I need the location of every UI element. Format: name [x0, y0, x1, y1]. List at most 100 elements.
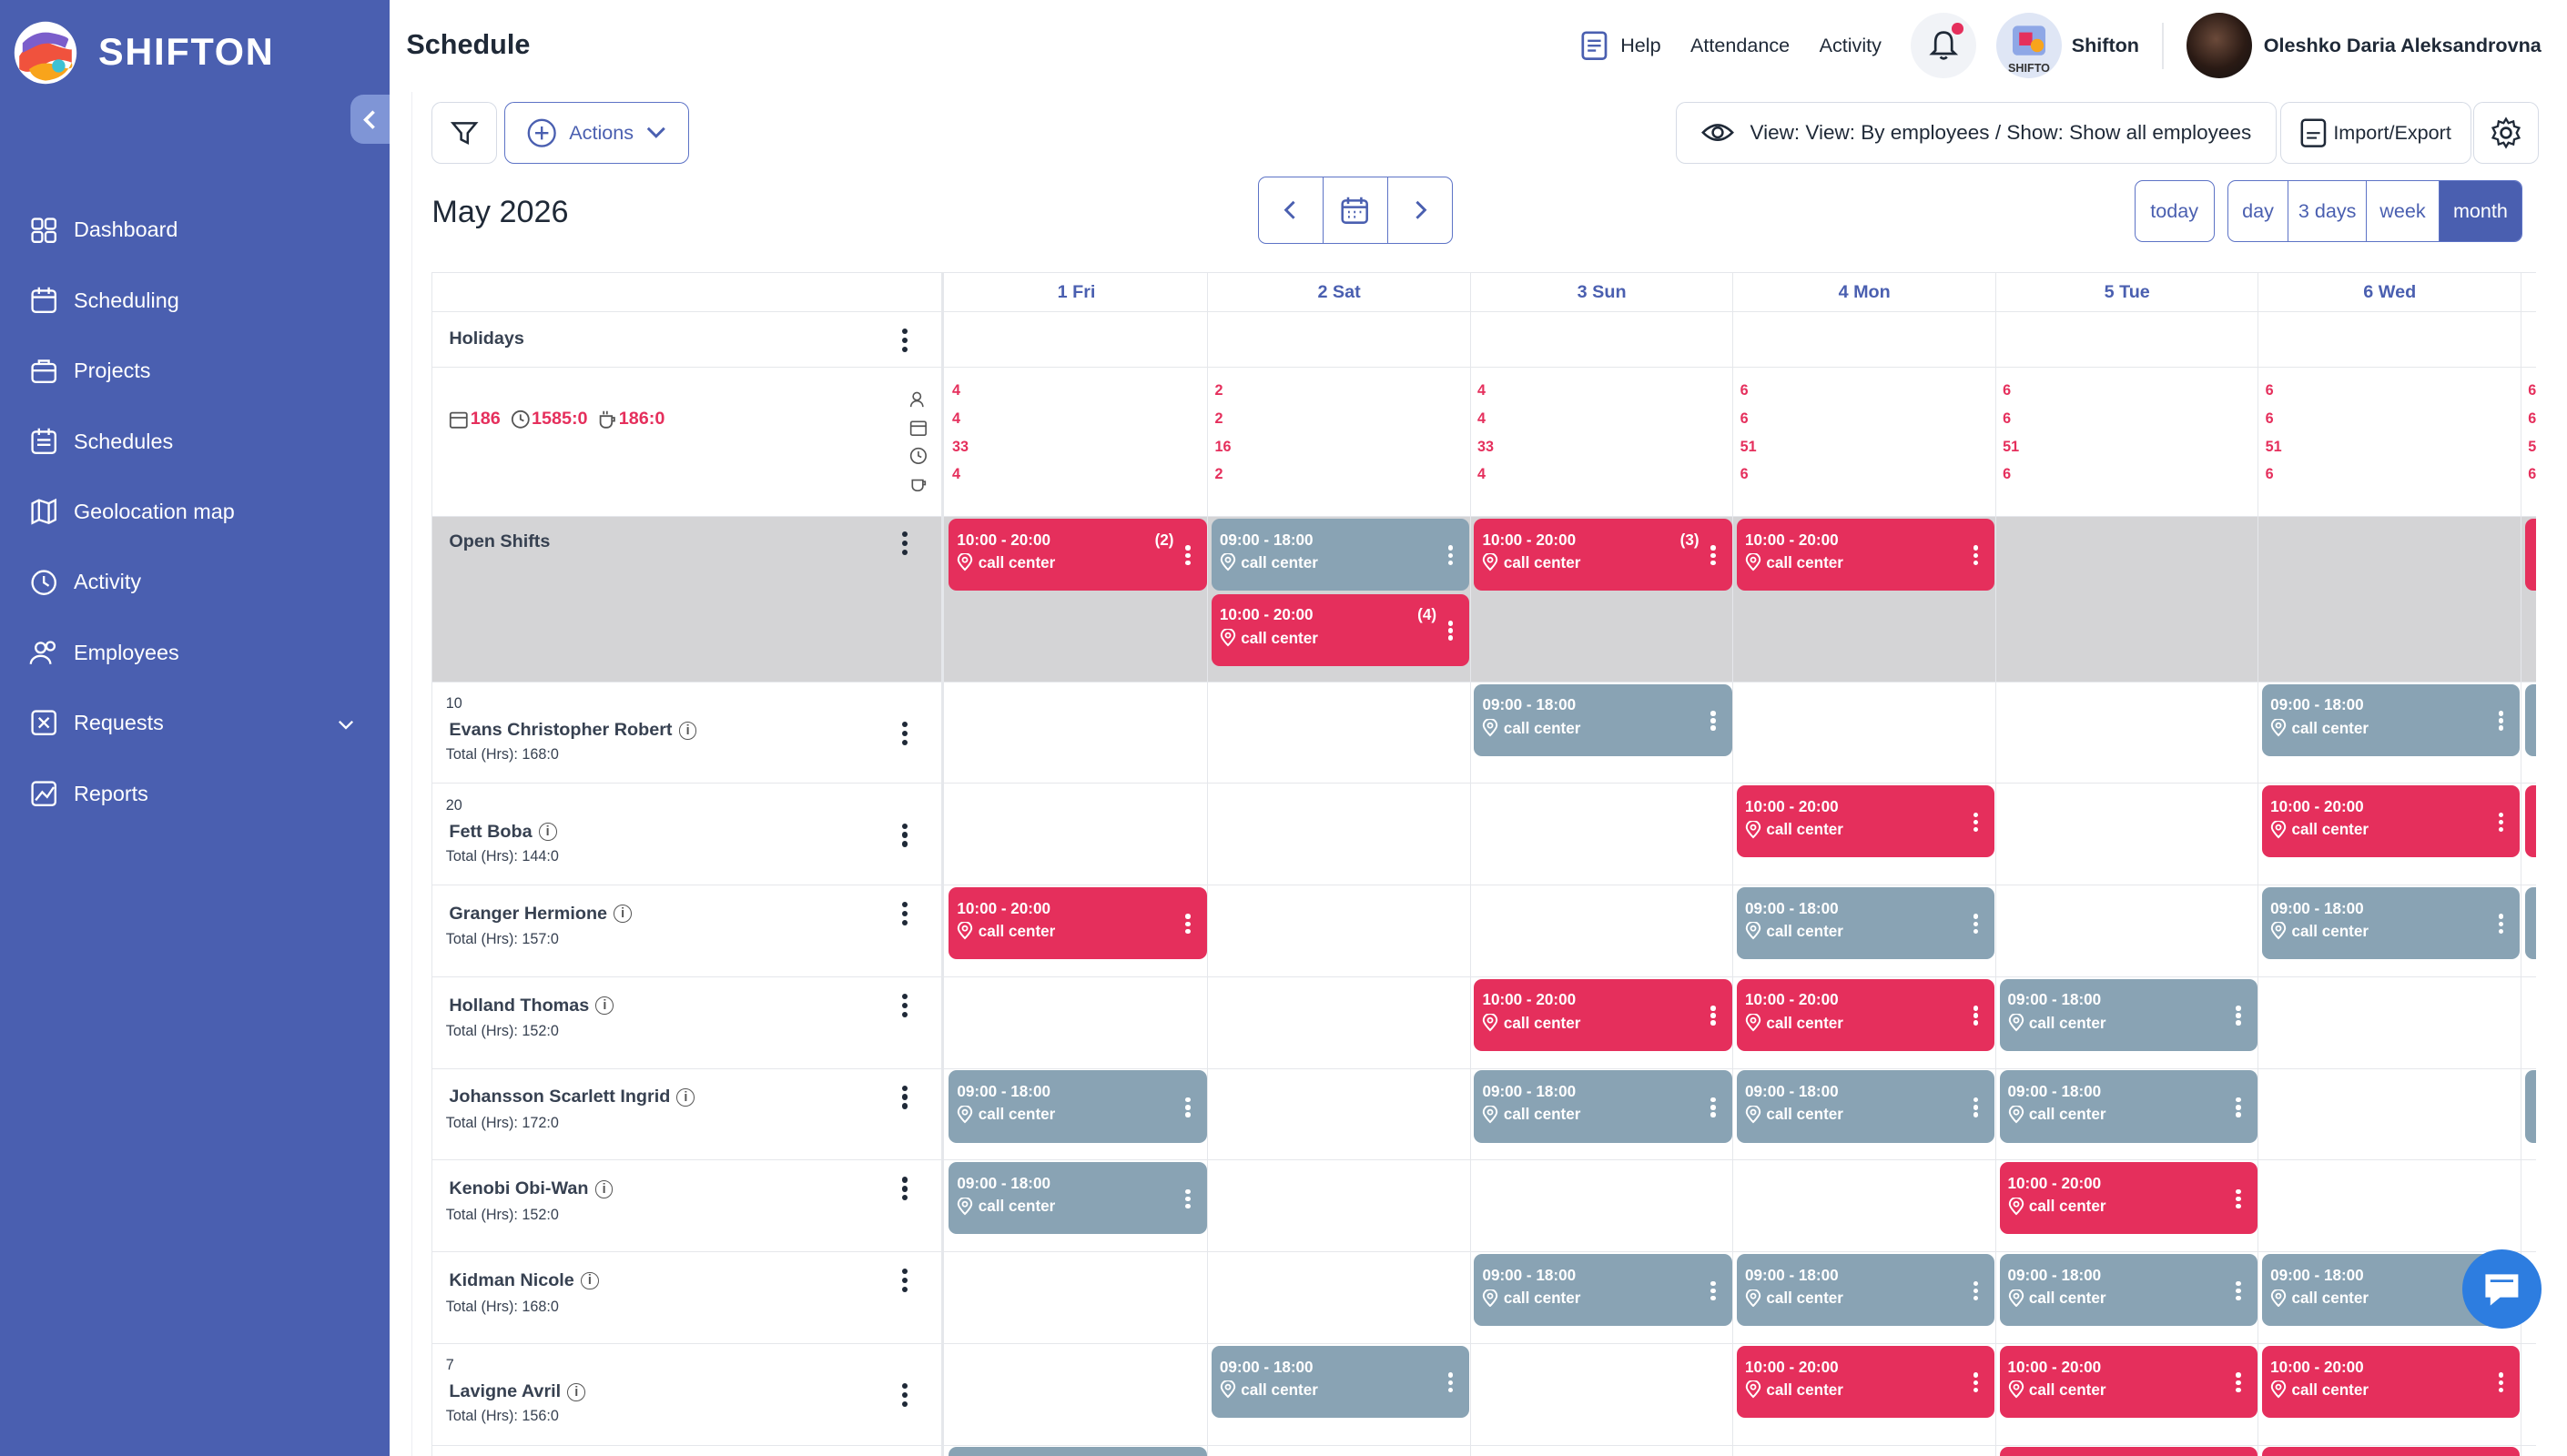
- shift-card[interactable]: [2262, 1447, 2521, 1456]
- day-cell[interactable]: [1733, 516, 1996, 682]
- day-cell[interactable]: [1208, 1252, 1471, 1343]
- day-cell[interactable]: [1996, 1445, 2259, 1456]
- day-cell[interactable]: [946, 516, 1209, 682]
- shift-card[interactable]: 10:00 - 20:00 call center (4): [1211, 593, 1470, 666]
- shift-menu-icon[interactable]: [1447, 619, 1454, 643]
- more-options-icon[interactable]: [901, 1380, 908, 1410]
- day-cell[interactable]: [1733, 885, 1996, 976]
- notifications-button[interactable]: [1911, 13, 1977, 79]
- day-cell[interactable]: [1208, 1068, 1471, 1160]
- day-cell[interactable]: [1733, 1445, 1996, 1456]
- day-cell[interactable]: [1471, 1343, 1734, 1445]
- view-week[interactable]: week: [2366, 180, 2438, 242]
- day-cell[interactable]: [2258, 1160, 2521, 1252]
- shift-card[interactable]: [2524, 518, 2536, 591]
- sidebar-item-projects[interactable]: Projects: [0, 336, 390, 406]
- day-cell[interactable]: [1996, 516, 2259, 682]
- day-cell[interactable]: [2258, 311, 2521, 368]
- day-cell[interactable]: [1733, 1252, 1996, 1343]
- shift-card[interactable]: [949, 1447, 1207, 1456]
- shift-menu-icon[interactable]: [2236, 1370, 2241, 1395]
- shift-card[interactable]: 09:00 - 18:00 call center: [1474, 1070, 1732, 1143]
- shift-card[interactable]: 09:00 - 18:00 call center: [1474, 1253, 1732, 1327]
- day-header[interactable]: 1 Fri: [946, 272, 1209, 312]
- shift-menu-icon[interactable]: [2498, 1370, 2504, 1395]
- shift-menu-icon[interactable]: [1185, 543, 1191, 568]
- shift-card[interactable]: 09:00 - 18:00 call center: [949, 1070, 1207, 1143]
- shift-menu-icon[interactable]: [1710, 709, 1716, 733]
- day-cell[interactable]: [1996, 885, 2259, 976]
- day-cell[interactable]: [1996, 1068, 2259, 1160]
- brand-logo[interactable]: SHIFTON: [13, 20, 274, 86]
- day-cell[interactable]: [1733, 976, 1996, 1068]
- shift-menu-icon[interactable]: [2236, 1004, 2241, 1028]
- more-options-icon[interactable]: [901, 529, 908, 559]
- shift-card[interactable]: 09:00 - 18:00 call center: [1211, 518, 1470, 591]
- day-cell[interactable]: [946, 784, 1209, 885]
- shift-card[interactable]: 10:00 - 20:00 call center: [1999, 1162, 2258, 1235]
- shift-card[interactable]: 09:00 - 18:00 call center: [1736, 1070, 1995, 1143]
- day-cell[interactable]: [946, 976, 1209, 1068]
- shift-card[interactable]: 09:00 - 18:00 call center: [949, 1162, 1207, 1235]
- shift-menu-icon[interactable]: [2236, 1187, 2241, 1211]
- day-cell[interactable]: [1733, 1343, 1996, 1445]
- shift-menu-icon[interactable]: [1973, 543, 1979, 568]
- day-cell[interactable]: [946, 1252, 1209, 1343]
- info-icon[interactable]: i: [676, 1087, 695, 1107]
- shift-menu-icon[interactable]: [1710, 1095, 1716, 1119]
- more-options-icon[interactable]: [901, 1082, 908, 1112]
- import-export-button[interactable]: Import/Export: [2279, 101, 2472, 164]
- actions-button[interactable]: Actions: [503, 101, 689, 164]
- shift-card[interactable]: [2524, 886, 2536, 959]
- day-cell[interactable]: [2258, 1068, 2521, 1160]
- sidebar-item-scheduling[interactable]: Scheduling: [0, 266, 390, 336]
- day-cell[interactable]: [1471, 682, 1734, 784]
- day-cell[interactable]: [1208, 784, 1471, 885]
- shift-menu-icon[interactable]: [2498, 810, 2504, 834]
- day-cell[interactable]: [1733, 368, 1996, 516]
- day-cell[interactable]: [1733, 311, 1996, 368]
- day-cell[interactable]: [1208, 516, 1471, 682]
- sidebar-item-schedules[interactable]: Schedules: [0, 406, 390, 476]
- shift-card[interactable]: 10:00 - 20:00 call center: [2262, 1345, 2521, 1418]
- day-cell[interactable]: [946, 368, 1209, 516]
- day-cell[interactable]: [1996, 311, 2259, 368]
- day-cell[interactable]: [1996, 368, 2259, 516]
- day-cell[interactable]: [1208, 311, 1471, 368]
- today-button[interactable]: today: [2134, 179, 2215, 243]
- day-cell[interactable]: [2258, 1343, 2521, 1445]
- day-cell[interactable]: [2258, 885, 2521, 976]
- shift-card[interactable]: 09:00 - 18:00 call center: [2262, 886, 2521, 959]
- day-cell[interactable]: [1208, 976, 1471, 1068]
- sidebar-item-activity[interactable]: Activity: [0, 547, 390, 617]
- day-cell[interactable]: [946, 311, 1209, 368]
- shift-menu-icon[interactable]: [1710, 543, 1716, 568]
- shift-menu-icon[interactable]: [1185, 912, 1191, 936]
- prev-button[interactable]: [1259, 177, 1323, 243]
- more-options-icon[interactable]: [901, 1174, 908, 1204]
- shift-menu-icon[interactable]: [1973, 1370, 1979, 1395]
- collapse-sidebar-button[interactable]: [350, 95, 391, 145]
- sidebar-item-reports[interactable]: Reports: [0, 758, 390, 828]
- day-cell[interactable]: [1996, 1160, 2259, 1252]
- info-icon[interactable]: i: [567, 1382, 586, 1401]
- sidebar-item-dashboard[interactable]: Dashboard: [0, 195, 390, 265]
- shift-card[interactable]: 09:00 - 18:00 call center: [1736, 886, 1995, 959]
- view-month[interactable]: month: [2438, 180, 2522, 242]
- help-link[interactable]: Help: [1581, 31, 1661, 61]
- day-header[interactable]: 5 Tue: [1996, 272, 2259, 312]
- day-cell[interactable]: [2258, 368, 2521, 516]
- info-icon[interactable]: i: [594, 1179, 614, 1198]
- shift-card[interactable]: 09:00 - 18:00 call center: [1999, 1070, 2258, 1143]
- shift-menu-icon[interactable]: [2236, 1095, 2241, 1119]
- day-cell[interactable]: [1471, 1160, 1734, 1252]
- day-cell[interactable]: [1471, 311, 1734, 368]
- shift-card[interactable]: 10:00 - 20:00 call center: [949, 886, 1207, 959]
- day-cell[interactable]: [2521, 977, 2536, 1068]
- shift-card[interactable]: 10:00 - 20:00 call center: [1736, 1345, 1995, 1418]
- shift-menu-icon[interactable]: [1973, 912, 1979, 936]
- day-cell[interactable]: [946, 682, 1209, 784]
- day-cell[interactable]: [1733, 1160, 1996, 1252]
- day-cell[interactable]: [1996, 976, 2259, 1068]
- day-cell[interactable]: [1733, 1068, 1996, 1160]
